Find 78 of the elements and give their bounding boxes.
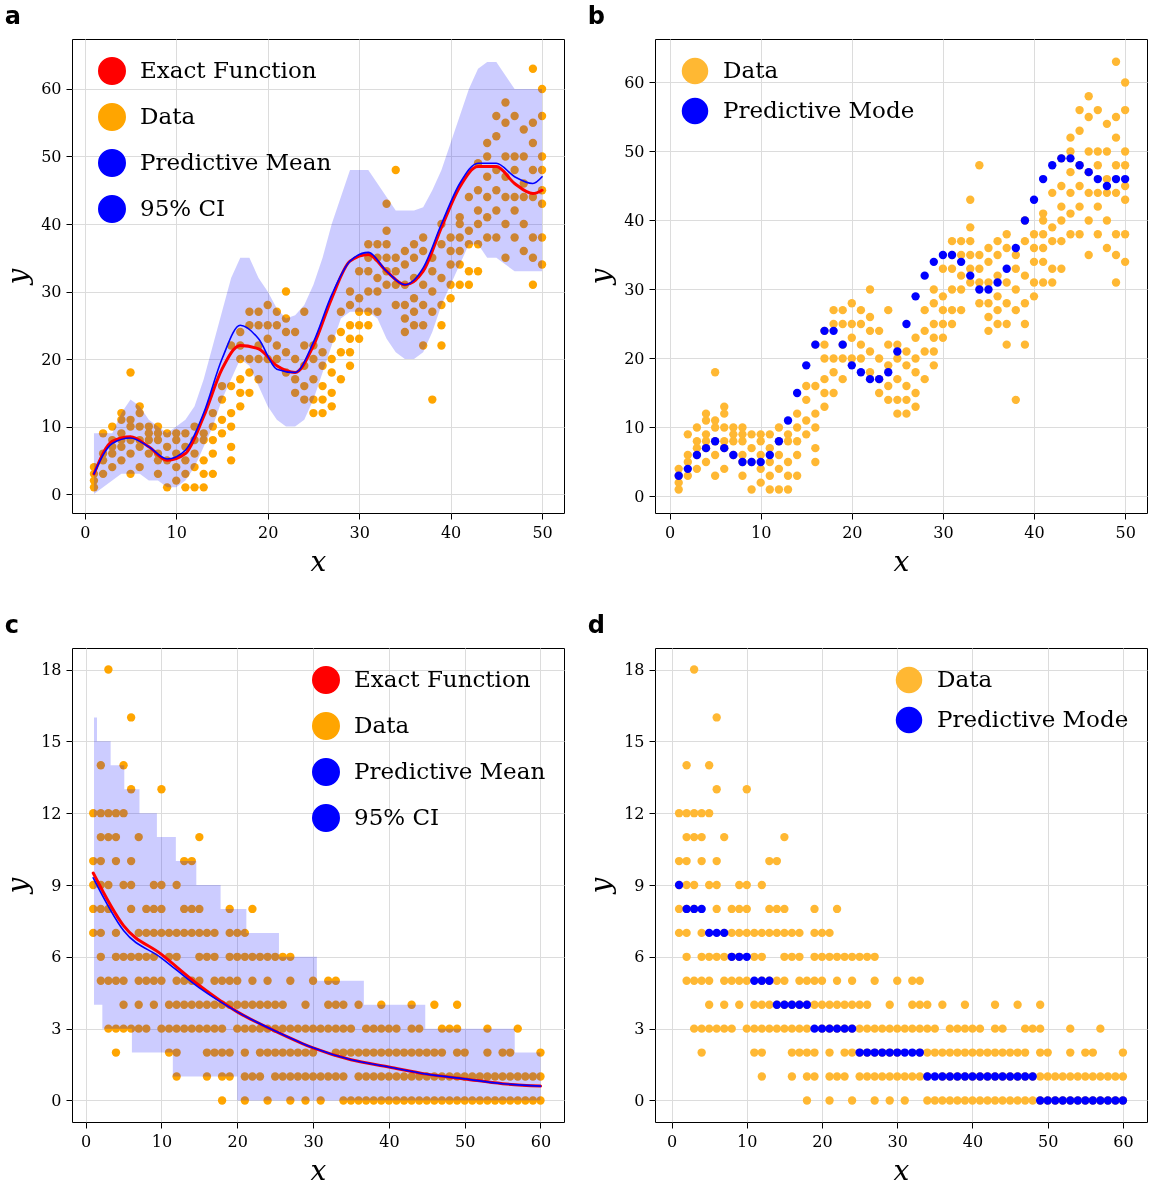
y-tick-label: 18 xyxy=(624,660,645,680)
y-tick-label: 0 xyxy=(51,1090,62,1110)
legend-label: Predictive Mode xyxy=(723,97,915,123)
legend-label: Data xyxy=(354,712,410,738)
x-tick-label: 20 xyxy=(812,1131,833,1151)
x-tick-label: 50 xyxy=(1038,1131,1059,1151)
y-tick-label: 0 xyxy=(634,1090,645,1110)
legend-label: Data xyxy=(937,666,993,692)
x-tick-label: 40 xyxy=(962,1131,984,1151)
legend-label: Data xyxy=(723,57,779,83)
y-tick-label: 50 xyxy=(624,141,645,161)
x-tick-label: 10 xyxy=(151,1131,173,1151)
x-tick-label: 0 xyxy=(81,1131,92,1151)
legend-label: 95% CI xyxy=(354,804,440,830)
y-tick-label: 15 xyxy=(624,731,645,751)
legend-label: Predictive Mean xyxy=(354,758,546,784)
x-tick-label: 0 xyxy=(666,1131,678,1151)
x-tick-label: 50 xyxy=(455,1131,476,1151)
y-tick-label: 3 xyxy=(634,1019,645,1039)
y-tick-label: 40 xyxy=(41,214,62,234)
y-tick-label: 10 xyxy=(624,417,645,437)
y-tick-label: 10 xyxy=(41,417,62,437)
chart-title: d xyxy=(587,611,605,639)
x-tick-label: 30 xyxy=(887,1131,908,1151)
chart-title: b xyxy=(587,2,605,30)
x-tick-label: 10 xyxy=(166,522,187,542)
y-tick-label: 9 xyxy=(51,875,62,895)
x-tick-label: 20 xyxy=(227,1131,248,1151)
x-tick-label: 60 xyxy=(530,1131,552,1151)
y-tick-label: 60 xyxy=(41,79,62,99)
x-axis-title: x xyxy=(310,544,327,578)
legend-label: 95% CI xyxy=(140,195,226,221)
y-tick-label: 12 xyxy=(41,803,62,823)
x-tick-label: 40 xyxy=(379,1131,400,1151)
y-tick-label: 18 xyxy=(41,660,62,680)
y-axis-title: y xyxy=(584,267,618,287)
x-tick-label: 0 xyxy=(80,522,91,542)
y-tick-label: 30 xyxy=(624,279,645,299)
legend-label: Data xyxy=(140,103,196,129)
y-tick-label: 50 xyxy=(41,146,62,166)
x-tick-label: 50 xyxy=(1115,522,1136,542)
legend-label: Predictive Mode xyxy=(937,706,1129,732)
y-tick-label: 0 xyxy=(634,486,645,506)
y-tick-label: 6 xyxy=(634,947,645,967)
x-tick-label: 10 xyxy=(737,1131,758,1151)
legend-label: Predictive Mean xyxy=(140,149,332,175)
x-tick-label: 30 xyxy=(303,1131,324,1151)
y-tick-label: 30 xyxy=(41,282,62,302)
x-axis-title: x xyxy=(310,1153,327,1187)
chart-title: c xyxy=(4,611,19,639)
x-tick-label: 50 xyxy=(532,522,553,542)
y-tick-label: 9 xyxy=(634,875,645,895)
y-tick-label: 6 xyxy=(51,947,62,967)
y-axis-title: y xyxy=(584,876,618,896)
x-tick-label: 40 xyxy=(1024,522,1045,542)
legend-label: Exact Function xyxy=(354,666,531,692)
y-tick-label: 40 xyxy=(624,210,645,230)
y-tick-label: 20 xyxy=(41,349,62,369)
y-tick-label: 60 xyxy=(624,72,645,92)
y-axis-title: y xyxy=(1,876,35,896)
y-tick-label: 20 xyxy=(624,348,645,368)
y-tick-label: 15 xyxy=(41,731,62,751)
x-axis-title: x xyxy=(893,1153,910,1187)
legend-label: Exact Function xyxy=(140,57,317,83)
y-axis-title: y xyxy=(1,267,35,287)
y-tick-label: 3 xyxy=(51,1019,62,1039)
x-tick-label: 30 xyxy=(933,522,954,542)
y-tick-label: 12 xyxy=(624,803,645,823)
x-tick-label: 60 xyxy=(1113,1131,1134,1151)
x-tick-label: 20 xyxy=(842,522,863,542)
y-tick-label: 0 xyxy=(51,484,62,504)
chart-title: a xyxy=(4,2,21,30)
x-tick-label: 10 xyxy=(751,522,772,542)
x-axis-title: x xyxy=(893,544,910,578)
x-tick-label: 30 xyxy=(349,522,370,542)
x-tick-label: 20 xyxy=(258,522,279,542)
x-tick-label: 40 xyxy=(440,522,462,542)
x-tick-label: 0 xyxy=(664,522,676,542)
